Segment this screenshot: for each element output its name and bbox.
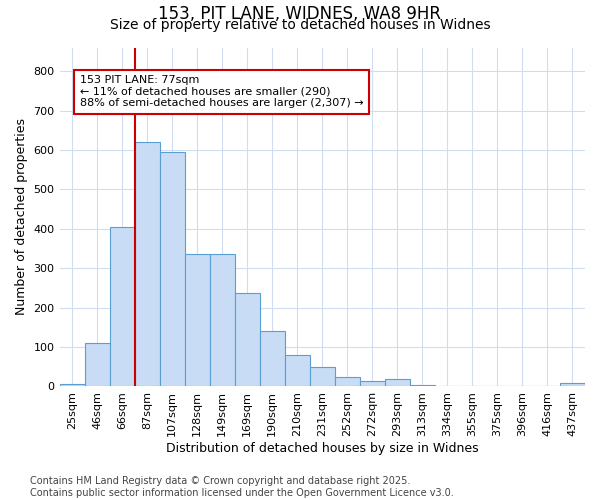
X-axis label: Distribution of detached houses by size in Widnes: Distribution of detached houses by size … — [166, 442, 479, 455]
Text: 153, PIT LANE, WIDNES, WA8 9HR: 153, PIT LANE, WIDNES, WA8 9HR — [158, 5, 442, 23]
Bar — [235, 292, 260, 386]
Bar — [185, 254, 209, 386]
Text: Size of property relative to detached houses in Widnes: Size of property relative to detached ho… — [110, 18, 490, 32]
Y-axis label: Number of detached properties: Number of detached properties — [15, 118, 28, 316]
Text: 153 PIT LANE: 77sqm
← 11% of detached houses are smaller (290)
88% of semi-detac: 153 PIT LANE: 77sqm ← 11% of detached ho… — [80, 75, 363, 108]
Bar — [335, 376, 360, 386]
Bar — [59, 384, 85, 386]
Bar — [560, 384, 585, 386]
Bar — [160, 152, 185, 386]
Text: Contains HM Land Registry data © Crown copyright and database right 2025.
Contai: Contains HM Land Registry data © Crown c… — [30, 476, 454, 498]
Bar — [209, 254, 235, 386]
Bar — [134, 142, 160, 386]
Bar — [385, 380, 410, 386]
Bar — [85, 343, 110, 386]
Bar — [310, 367, 335, 386]
Bar — [285, 355, 310, 386]
Bar — [260, 332, 285, 386]
Bar — [360, 380, 385, 386]
Bar — [110, 227, 134, 386]
